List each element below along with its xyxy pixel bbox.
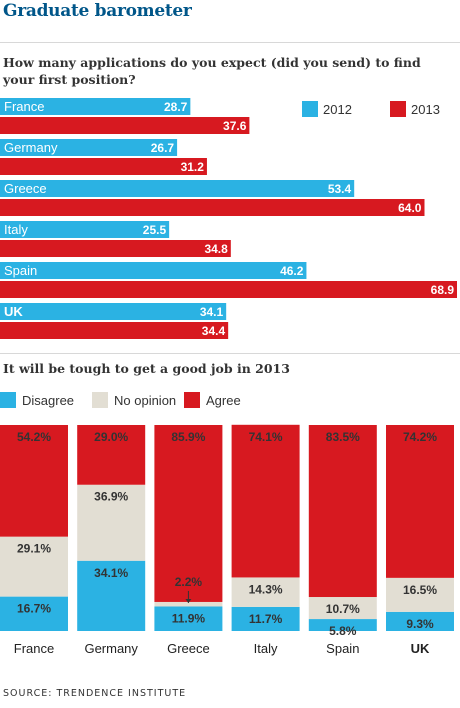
segment-spain-disagree bbox=[308, 619, 377, 631]
value-label-italy-agree: 74.1% bbox=[249, 430, 283, 444]
value-label-greece-agree: 85.9% bbox=[171, 430, 205, 444]
legend-swatch-2012 bbox=[302, 101, 318, 117]
pointer-arrow-greece bbox=[185, 598, 192, 603]
segment-greece-no-opinion bbox=[154, 601, 223, 607]
value-label-france-disagree: 16.7% bbox=[17, 602, 51, 616]
value-label-spain-no-opinion: 10.7% bbox=[326, 602, 360, 616]
bar-italy-2012 bbox=[0, 221, 170, 238]
value-label-uk-disagree: 9.3% bbox=[406, 617, 434, 631]
value-label-spain-disagree: 5.8% bbox=[329, 624, 357, 638]
bar-greece-2013 bbox=[0, 199, 425, 216]
value-label-france-2013: 37.6 bbox=[223, 119, 247, 133]
tough-job-stacked-chart: Disagree No opinion Agree 16.7% 29.1% 54.2% Fr… bbox=[0, 392, 454, 656]
category-label-italy: Italy bbox=[254, 641, 278, 656]
category-label-france: France bbox=[14, 641, 54, 656]
segment-italy-no-opinion bbox=[231, 577, 300, 607]
bar-uk-2012 bbox=[0, 303, 227, 320]
legend-swatch-agree bbox=[184, 392, 200, 408]
divider bbox=[0, 353, 460, 354]
value-label-france-no-opinion: 29.1% bbox=[17, 542, 51, 556]
segment-france-no-opinion bbox=[0, 536, 68, 597]
value-label-germany-no-opinion: 36.9% bbox=[94, 490, 128, 504]
bar-germany-2013 bbox=[0, 158, 207, 175]
segment-italy-agree bbox=[231, 424, 300, 578]
value-label-spain-2012: 46.2 bbox=[280, 264, 304, 278]
bar-france-2012 bbox=[0, 98, 191, 115]
chart-title: Graduate barometer bbox=[3, 1, 192, 21]
value-label-uk-agree: 74.2% bbox=[403, 430, 437, 444]
value-label-spain-2013: 68.9 bbox=[431, 283, 455, 297]
category-label-greece: Greece bbox=[4, 181, 47, 196]
bar-spain-2012 bbox=[0, 262, 307, 279]
value-label-italy-no-opinion: 14.3% bbox=[249, 582, 283, 596]
segment-germany-disagree bbox=[77, 560, 146, 631]
value-label-italy-2013: 34.8 bbox=[204, 242, 228, 256]
value-label-spain-agree: 83.5% bbox=[326, 430, 360, 444]
category-label-france: France bbox=[4, 99, 44, 114]
legend-label-agree: Agree bbox=[206, 393, 241, 408]
segment-uk-no-opinion bbox=[386, 577, 454, 612]
category-label-germany: Germany bbox=[84, 641, 138, 656]
value-label-greece-no-opinion: 2.2% bbox=[175, 575, 203, 589]
value-label-france-2012: 28.7 bbox=[164, 100, 188, 114]
category-label-italy: Italy bbox=[4, 222, 28, 237]
segment-france-agree bbox=[0, 425, 68, 537]
value-label-france-agree: 54.2% bbox=[17, 430, 51, 444]
segment-france-disagree bbox=[0, 596, 68, 631]
value-label-italy-disagree: 11.7% bbox=[249, 612, 283, 626]
value-label-uk-2012: 34.1 bbox=[200, 305, 224, 319]
segment-italy-disagree bbox=[231, 606, 300, 631]
value-label-germany-agree: 29.0% bbox=[94, 430, 128, 444]
value-label-uk-2013: 34.4 bbox=[202, 324, 226, 338]
bar-spain-2013 bbox=[0, 281, 457, 298]
chart2-question: It will be tough to get a good job in 20… bbox=[3, 361, 290, 376]
chart1-question: How many applications do you expect (did… bbox=[3, 55, 421, 87]
segment-spain-agree bbox=[308, 425, 377, 598]
segment-spain-no-opinion bbox=[308, 597, 377, 620]
bar-greece-2012 bbox=[0, 180, 355, 197]
legend-label-2012: 2012 bbox=[323, 102, 352, 117]
category-label-spain: Spain bbox=[4, 263, 37, 278]
legend-swatch-no-opinion bbox=[92, 392, 108, 408]
applications-bar-chart: 28.7 37.6 France 26.7 31.2 Germany 53.4 64.0 Gre… bbox=[0, 98, 457, 339]
legend-label-2013: 2013 bbox=[411, 102, 440, 117]
value-label-greece-disagree: 11.9% bbox=[172, 611, 206, 625]
divider bbox=[0, 42, 460, 43]
segment-greece-disagree bbox=[154, 606, 223, 631]
legend-swatch-disagree bbox=[0, 392, 16, 408]
value-label-germany-2013: 31.2 bbox=[181, 160, 205, 174]
value-label-italy-2012: 25.5 bbox=[143, 223, 167, 237]
value-label-greece-2012: 53.4 bbox=[328, 182, 352, 196]
value-label-uk-no-opinion: 16.5% bbox=[403, 583, 437, 597]
legend-swatch-2013 bbox=[390, 101, 406, 117]
value-label-germany-disagree: 34.1% bbox=[94, 566, 128, 580]
segment-germany-no-opinion bbox=[77, 484, 146, 561]
category-label-uk: UK bbox=[411, 641, 430, 656]
category-label-uk: UK bbox=[4, 304, 23, 319]
category-label-greece: Greece bbox=[167, 641, 210, 656]
value-label-greece-2013: 64.0 bbox=[398, 201, 422, 215]
bar-italy-2013 bbox=[0, 240, 231, 257]
source-note: SOURCE: TRENDENCE INSTITUTE bbox=[3, 688, 187, 699]
segment-uk-agree bbox=[386, 425, 454, 578]
legend-label-no-opinion: No opinion bbox=[114, 393, 176, 408]
value-label-germany-2012: 26.7 bbox=[151, 141, 175, 155]
segment-greece-agree bbox=[154, 425, 223, 602]
category-label-spain: Spain bbox=[326, 641, 359, 656]
category-label-germany: Germany bbox=[4, 140, 58, 155]
segment-uk-disagree bbox=[386, 611, 454, 631]
legend-label-disagree: Disagree bbox=[22, 393, 74, 408]
bar-france-2013 bbox=[0, 117, 250, 134]
segment-germany-agree bbox=[77, 425, 146, 485]
bar-uk-2013 bbox=[0, 322, 229, 339]
bar-germany-2012 bbox=[0, 139, 178, 156]
